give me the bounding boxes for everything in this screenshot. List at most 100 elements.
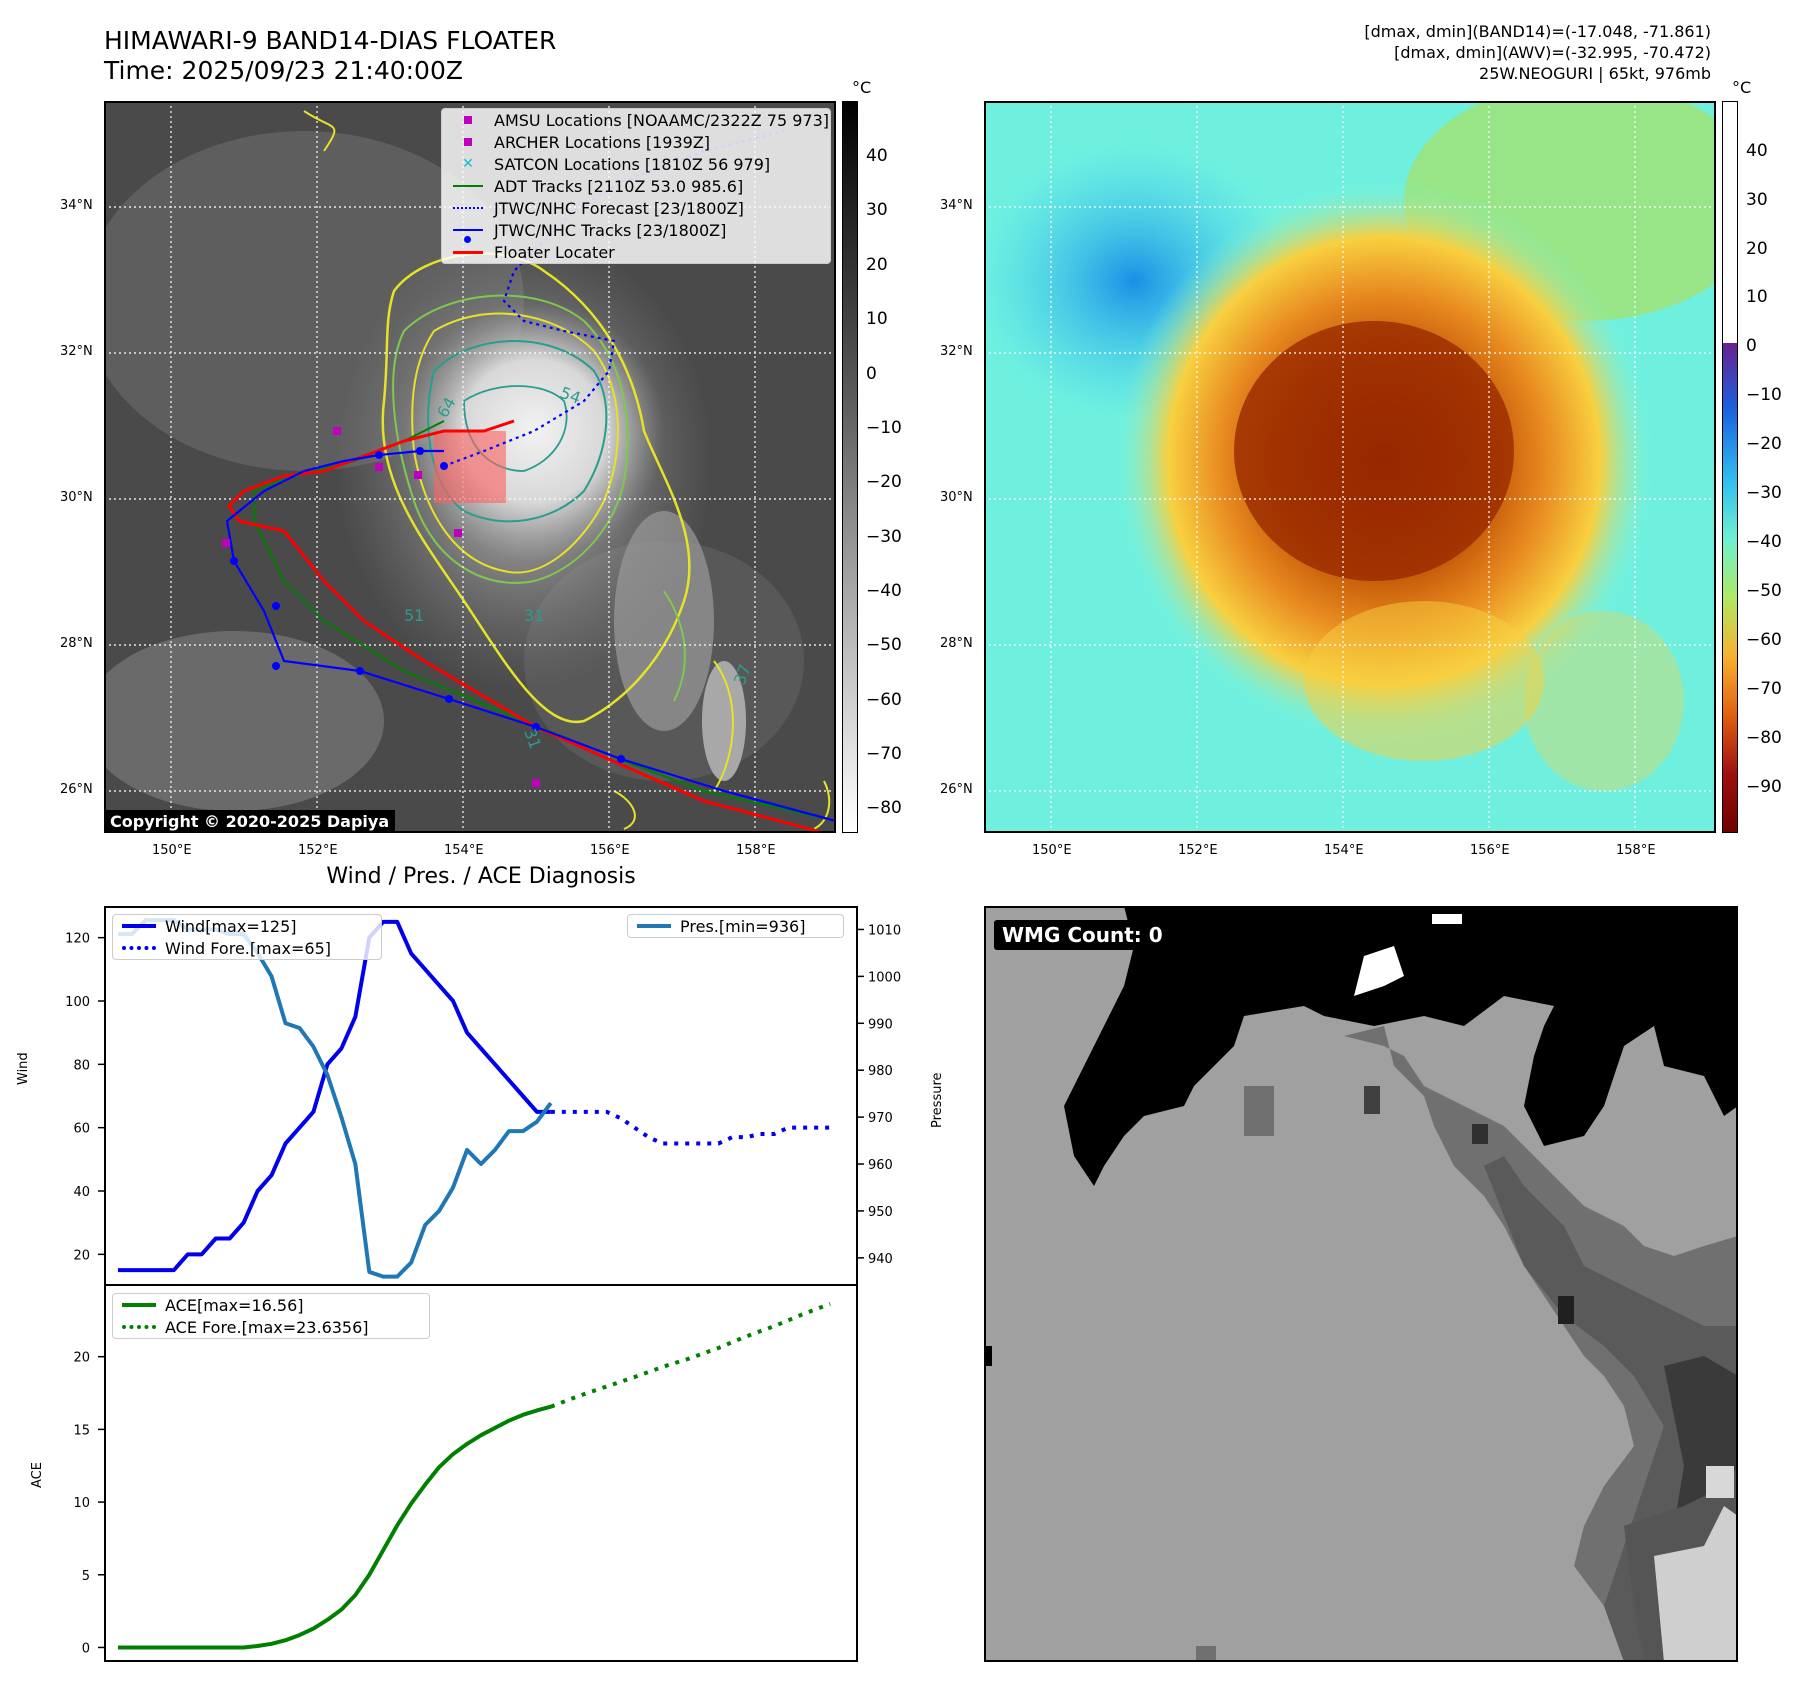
legend-archer-label: ARCHER Locations [1939Z] [494,132,711,152]
amsu-archer-points [222,427,540,787]
wind-ytick-label: 120 [65,932,90,947]
ace-ytick-label: 20 [73,1351,90,1366]
contour-label-51: 51 [404,606,424,625]
wv-cb-tick: −30 [1746,483,1782,503]
ir-cb-tick: 40 [866,146,888,166]
ir-cb-tick: −70 [866,744,902,764]
wv-cb-tick: 0 [1746,336,1757,356]
wv-cb-tick: −40 [1746,532,1782,552]
ace-ytick-label: 5 [82,1569,90,1584]
ace-chart-frame [104,1284,858,1662]
ir-cb-tick: −80 [866,798,902,818]
wv-cb-tick: −80 [1746,728,1782,748]
ir-cb-tick: 0 [866,364,877,384]
wind-ytick-label: 100 [65,995,90,1010]
legend-amsu-label: AMSU Locations [NOAAMC/2322Z 75 973] [494,110,830,130]
pressure-legend: Pres.[min=936] [627,914,844,938]
legend-ace-forecast: ACE Fore.[max=23.6356] [113,1316,429,1338]
line-marker-icon [450,185,486,187]
ir-lat-28: 28°N [60,636,93,651]
wind-ytick-label: 40 [73,1185,90,1200]
ir-cb-tick: −50 [866,635,902,655]
legend-jtwc-forecast: JTWC/NHC Forecast [23/1800Z] [442,197,830,219]
ir-lat-32: 32°N [60,344,93,359]
ir-cb-tick: −10 [866,418,902,438]
wv-lon-158: 158°E [1616,843,1656,858]
ir-map-frame [104,101,836,833]
pressure-ytick-label: 960 [868,1158,893,1173]
wv-cb-tick: 30 [1746,190,1768,210]
wmg-count-label: WMG Count: 0 [994,920,1171,950]
wind-ytick-label: 60 [73,1122,90,1137]
ir-lon-150: 150°E [152,843,192,858]
awv-range: [dmax, dmin](AWV)=(-32.995, -70.472) [1394,43,1711,62]
legend-adt: ADT Tracks [2110Z 53.0 985.6] [442,175,830,197]
ir-lat-26: 26°N [60,782,93,797]
legend-wind-label: Wind[max=125] [165,916,297,936]
wv-lat-28: 28°N [940,636,973,651]
legend-floater-label: Floater Locater [494,242,615,262]
ace-ylabel: ACE [30,1462,45,1488]
wv-cb-tick: 10 [1746,287,1768,307]
wmg-map [984,906,1738,1662]
ir-cb-tick: 30 [866,200,888,220]
wv-cb-tick: 20 [1746,239,1768,259]
legend-jtwc-tracks-label: JTWC/NHC Tracks [23/1800Z] [494,220,727,240]
legend-ace-label: ACE[max=16.56] [165,1295,304,1315]
jtwc-track [225,449,836,823]
wv-cb-tick: −50 [1746,581,1782,601]
ir-cb-tick: −20 [866,472,902,492]
wind-pressure-chart: 20 40 60 80 100 120 940 950 960 970 980 990 1000 1010 [65,918,901,1279]
wv-lon-154: 154°E [1324,843,1364,858]
pressure-ytick-label: 990 [868,1017,893,1032]
pressure-ytick-label: 1010 [868,923,901,938]
ir-cb-tick: 20 [866,255,888,275]
ir-cb-tick: −60 [866,690,902,710]
jtwc-forecast-track [443,129,785,468]
legend-wind: Wind[max=125] [113,915,381,937]
jtwc-track-points [230,447,625,763]
legend-archer: ARCHER Locations [1939Z] [442,131,830,153]
pressure-ytick-label: 970 [868,1111,893,1126]
legend-adt-label: ADT Tracks [2110Z 53.0 985.6] [494,176,744,196]
ir-cb-tick: 10 [866,309,888,329]
legend-floater: Floater Locater [442,241,830,263]
ir-colorbar [842,101,858,833]
legend-ace: ACE[max=16.56] [113,1294,429,1316]
pressure-ytick-label: 1000 [868,970,901,985]
wind-chart-frame [104,906,858,1286]
pressure-ytick-label: 980 [868,1064,893,1079]
ace-ytick-label: 10 [73,1496,90,1511]
wv-cb-tick: −20 [1746,434,1782,454]
square-marker-icon [450,138,486,146]
line-marker-icon [121,1303,157,1307]
line-marker-icon [450,250,486,254]
wind-ytick-label: 80 [73,1058,90,1073]
wind-ylabel: Wind [16,1052,31,1085]
line-dot-marker-icon [450,229,486,243]
ir-lat-34: 34°N [60,198,93,213]
pressure-ylabel: Pressure [930,1072,945,1128]
dotted-line-icon [450,207,486,209]
pressure-ytick-label: 940 [868,1252,893,1267]
ace-legend: ACE[max=16.56] ACE Fore.[max=23.6356] [112,1293,430,1339]
legend-ace-forecast-label: ACE Fore.[max=23.6356] [165,1317,369,1337]
legend-amsu: AMSU Locations [NOAAMC/2322Z 75 973] [442,109,830,131]
legend-pressure: Pres.[min=936] [628,915,843,937]
chart-title: HIMAWARI-9 BAND14-DIAS FLOATER [104,26,557,55]
wv-lon-156: 156°E [1470,843,1510,858]
legend-wind-forecast-label: Wind Fore.[max=65] [165,938,331,958]
wind-line [117,919,551,1273]
wv-lon-152: 152°E [1178,843,1218,858]
wv-colorbar [1722,101,1738,833]
wv-cb-tick: −10 [1746,385,1782,405]
wv-cb-tick: −60 [1746,630,1782,650]
ir-cb-tick: −40 [866,581,902,601]
contour-label-31a: 31 [524,606,544,625]
ace-chart: 0 5 10 15 20 [73,1301,831,1656]
ir-lat-30: 30°N [60,490,93,505]
legend-pressure-label: Pres.[min=936] [680,916,806,936]
wv-lat-32: 32°N [940,344,973,359]
pressure-ytick-label: 950 [868,1205,893,1220]
wv-lat-34: 34°N [940,198,973,213]
